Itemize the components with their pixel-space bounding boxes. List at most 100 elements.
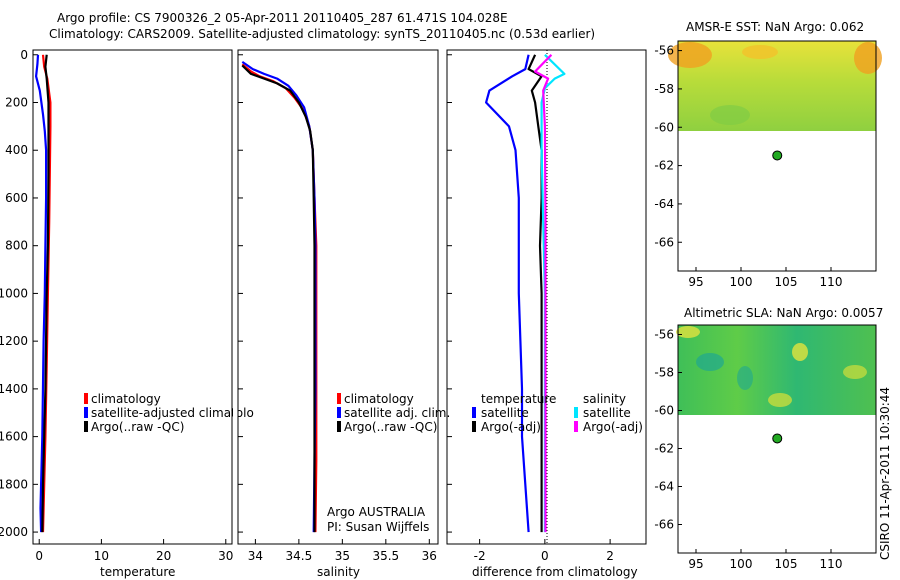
legend-label-climatology: climatology — [91, 392, 161, 406]
temperature-panel: 0 10 20 30 0 200 400 600 800 1000 1200 1400 1600 1800… — [0, 48, 254, 579]
x-tick-label: 35 — [335, 549, 350, 563]
argo-position-marker — [772, 433, 783, 444]
map-y-tick-label: -66 — [654, 235, 674, 249]
legend-label-sal-argo: Argo(-adj) — [583, 420, 643, 434]
map-y-tick-label: -62 — [654, 159, 674, 173]
difference-panel: -2 0 2 difference from climatology tempera… — [446, 49, 647, 579]
map-y-tick-label: -56 — [654, 44, 674, 58]
figure-title-line2: Climatology: CARS2009. Satellite-adjuste… — [49, 27, 595, 41]
temperature-xlabel: temperature — [100, 565, 175, 579]
difference-xlabel: difference from climatology — [472, 565, 638, 579]
y-tick-label: 1800 — [0, 477, 28, 491]
salinity-plot-frame — [237, 49, 439, 545]
legend-swatch-sal-satellite — [574, 407, 578, 418]
map-x-tick-label: 100 — [730, 557, 753, 571]
y-tick-label: 400 — [5, 143, 28, 157]
legend-label-sal-satellite: satellite — [583, 406, 631, 420]
sla-high-patch — [843, 365, 867, 379]
sst-cool-patch — [710, 105, 750, 125]
y-tick-label: 1200 — [0, 334, 28, 348]
legend-label-argo: Argo(..raw -QC) — [91, 420, 184, 434]
series-line-temperature-argo-adj- — [527, 54, 543, 533]
y-tick-label: 600 — [5, 191, 28, 205]
map-x-tick-label: 105 — [775, 275, 798, 289]
legend-title-temperature: temperature — [481, 392, 556, 406]
y-tick-label: 0 — [20, 48, 28, 62]
legend-swatch-climatology — [337, 393, 341, 404]
figure-title-line1: Argo profile: CS 7900326_2 05-Apr-2011 2… — [57, 11, 508, 25]
map-y-tick-label: -62 — [654, 442, 674, 456]
legend-swatch-climatology — [84, 393, 88, 404]
legend-swatch-temp-satellite — [472, 407, 476, 418]
legend-label-argo: Argo(..raw -QC) — [344, 420, 437, 434]
x-tick-label: 2 — [606, 549, 614, 563]
map-y-tick-label: -56 — [654, 328, 674, 342]
legend-label-climatology: climatology — [344, 392, 414, 406]
x-tick-label: 34 — [248, 549, 263, 563]
difference-legend: temperature satellite Argo(-adj) salinit… — [472, 392, 643, 434]
map-y-tick-label: -64 — [654, 197, 674, 211]
x-tick-label: -2 — [474, 549, 486, 563]
map-y-tick-label: -58 — [654, 82, 674, 96]
map-x-tick-label: 110 — [820, 557, 843, 571]
x-tick-label: 0 — [541, 549, 549, 563]
x-tick-label: 20 — [156, 549, 171, 563]
sla-high-patch — [676, 326, 700, 338]
x-tick-label: 10 — [94, 549, 109, 563]
series-line-satellite-adj-clim- — [241, 60, 317, 533]
sla-high-patch — [792, 343, 808, 361]
map-x-tick-label: 100 — [730, 275, 753, 289]
map-x-tick-label: 95 — [688, 275, 703, 289]
sst-map-title: AMSR-E SST: NaN Argo: 0.062 — [686, 20, 864, 34]
legend-swatch-temp-argo — [472, 421, 476, 432]
sst-warm-patch — [742, 45, 778, 59]
map-y-tick-label: -60 — [654, 120, 674, 134]
sst-map-panel: AMSR-E SST: NaN Argo: 0.062 95 100 105 110 -… — [654, 20, 882, 289]
legend-swatch-argo — [337, 421, 341, 432]
series-line-argo — [241, 64, 316, 533]
map-y-tick-label: -64 — [654, 480, 674, 494]
map-x-tick-label: 105 — [775, 557, 798, 571]
sst-warm-patch — [668, 42, 712, 68]
y-tick-label: 1000 — [0, 286, 28, 300]
float-pi-annotation: PI: Susan Wijffels — [327, 520, 429, 534]
map-y-tick-label: -66 — [654, 518, 674, 532]
series-line-climatology — [241, 63, 318, 533]
map-x-tick-label: 95 — [688, 557, 703, 571]
sla-map-frame — [677, 324, 877, 554]
y-tick-label: 1600 — [0, 430, 28, 444]
sla-map-panel: Altimetric SLA: NaN Argo: 0.0057 95 100 10… — [654, 306, 883, 571]
y-tick-label: 800 — [5, 239, 28, 253]
y-tick-label: 2000 — [0, 525, 28, 539]
legend-label-satellite: satellite-adjusted climatolo — [91, 406, 254, 420]
series-line-argo — [41, 54, 50, 533]
x-tick-label: 0 — [35, 549, 43, 563]
legend-label-temp-argo: Argo(-adj) — [481, 420, 541, 434]
series-line-salinity-argo-adj- — [533, 54, 553, 533]
series-line-satellite-adjusted-climatology — [34, 54, 48, 533]
legend-label-temp-satellite: satellite — [481, 406, 529, 420]
map-y-tick-label: -58 — [654, 366, 674, 380]
x-tick-label: 36 — [422, 549, 437, 563]
side-timestamp-label: CSIRO 11-Apr-2011 10:30:44 — [878, 387, 892, 560]
sla-low-patch — [737, 366, 753, 390]
argo-position-marker — [772, 150, 783, 161]
legend-swatch-satellite — [337, 407, 341, 418]
map-x-tick-label: 110 — [820, 275, 843, 289]
sst-warm-patch — [854, 42, 882, 74]
temperature-plot-frame — [32, 49, 233, 545]
salinity-xlabel: salinity — [317, 565, 360, 579]
sst-map-frame — [677, 40, 877, 272]
legend-swatch-satellite — [84, 407, 88, 418]
legend-label-satellite: satellite adj. clim. — [344, 406, 450, 420]
legend-swatch-argo — [84, 421, 88, 432]
y-tick-label: 1400 — [0, 382, 28, 396]
series-line-temperature-satellite — [485, 54, 530, 533]
x-tick-label: 30 — [218, 549, 233, 563]
sla-low-patch — [696, 353, 724, 371]
temperature-legend: climatology satellite-adjusted climatolo… — [84, 392, 254, 434]
legend-swatch-sal-argo — [574, 421, 578, 432]
salinity-legend: climatology satellite adj. clim. Argo(..… — [337, 392, 450, 434]
sla-high-patch — [768, 393, 792, 407]
